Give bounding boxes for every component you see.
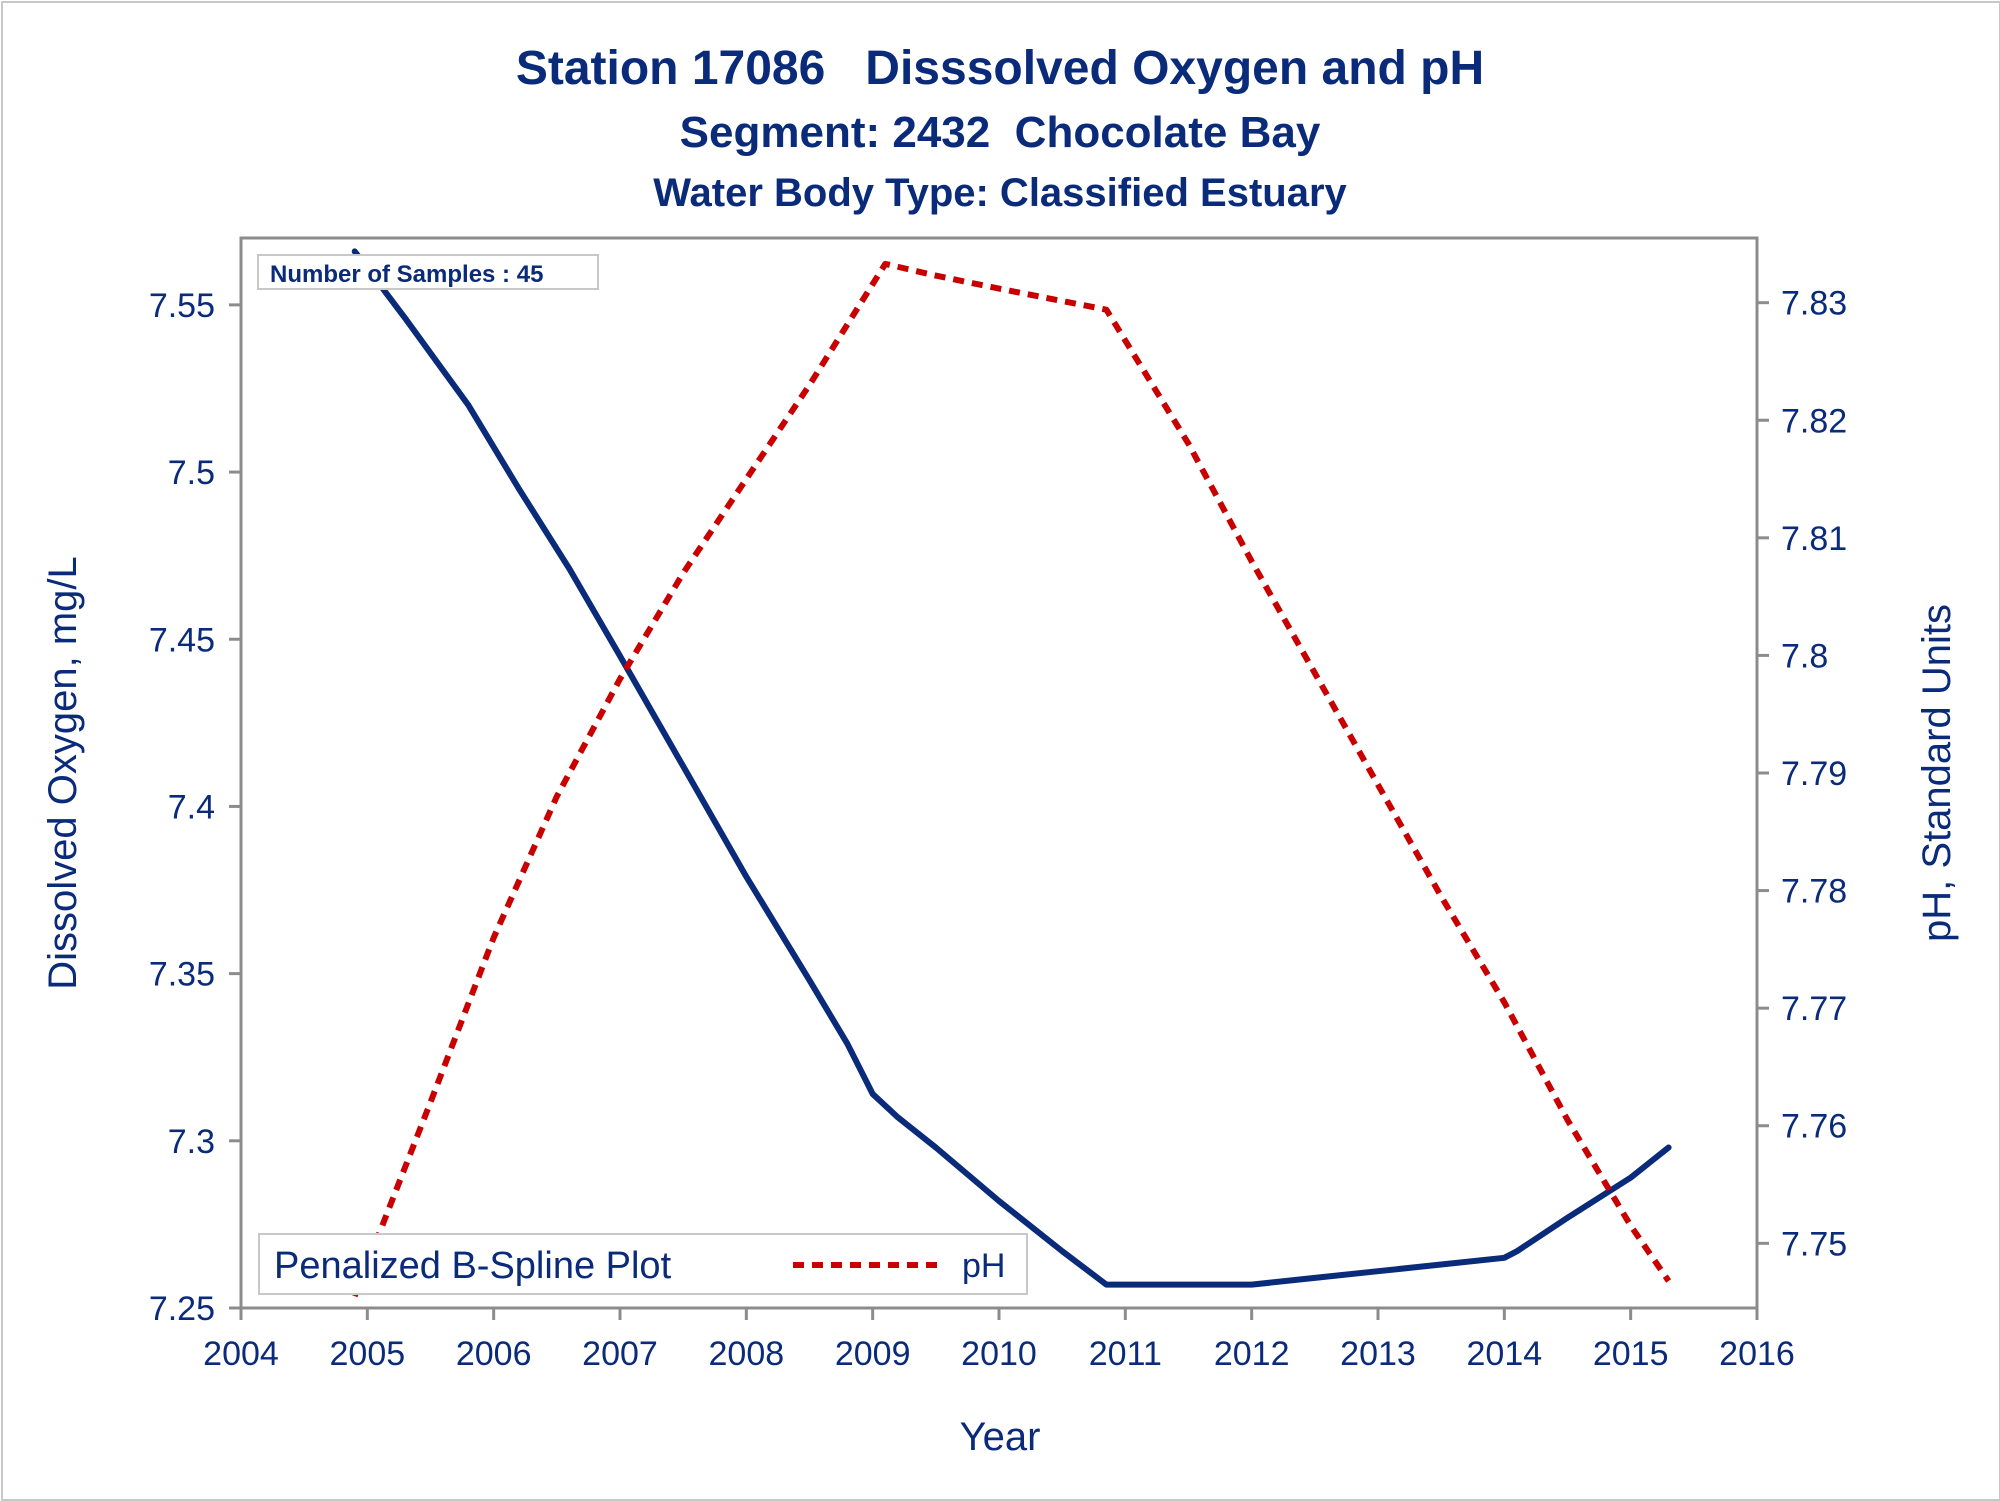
x-tick-label: 2014: [1467, 1335, 1543, 1373]
x-tick-label: 2011: [1089, 1335, 1162, 1373]
x-tick-label: 2006: [456, 1335, 532, 1373]
y2-tick-label: 7.82: [1781, 402, 1847, 440]
y-tick-label: 7.45: [149, 621, 215, 659]
series-layer: [351, 248, 1672, 1298]
y2-tick-label: 7.77: [1781, 990, 1847, 1028]
y-tick-label: 7.55: [149, 287, 215, 325]
x-tick-label: 2013: [1340, 1335, 1416, 1373]
x-tick-label: 2004: [203, 1335, 279, 1373]
y-axis-label: Dissolved Oxygen, mg/L: [41, 556, 85, 990]
x-tick-label: 2012: [1214, 1335, 1290, 1373]
y2-tick-label: 7.79: [1781, 755, 1847, 793]
plot-area: [239, 236, 1759, 1310]
y-tick-label: 7.4: [168, 788, 215, 826]
x-tick-label: 2009: [835, 1335, 911, 1373]
x-tick-label: 2007: [582, 1335, 658, 1373]
legend: Penalized B-Spline Plot pH: [258, 1233, 1028, 1295]
y2-tick-label: 7.76: [1781, 1108, 1847, 1146]
y-axis-left: 7.25 7.3 7.35 7.4 7.45 7.5 7.55: [149, 287, 241, 1328]
y-tick-label: 7.5: [168, 454, 215, 492]
chart-subtitle: Segment: 2432 Chocolate Bay: [680, 108, 1321, 157]
x-tick-label: 2005: [330, 1335, 406, 1373]
y-tick-label: 7.3: [168, 1123, 215, 1161]
x-tick-label: 2015: [1593, 1335, 1669, 1373]
x-tick-label: 2010: [961, 1335, 1037, 1373]
samples-annotation-text: Number of Samples : 45: [270, 261, 543, 288]
ph-series-line: [351, 260, 1672, 1298]
x-tick-label: 2016: [1719, 1335, 1795, 1373]
y-tick-label: 7.25: [149, 1290, 215, 1328]
dissolved-oxygen-series-line: [351, 248, 1672, 1288]
y2-tick-label: 7.83: [1781, 285, 1847, 323]
y2-tick-label: 7.78: [1781, 873, 1847, 911]
y-tick-label: 7.35: [149, 956, 215, 994]
y-axis-right: 7.75 7.76 7.77 7.78 7.79 7.8 7.81 7.82 7.83: [1757, 285, 1847, 1263]
legend-title: Penalized B-Spline Plot: [274, 1245, 672, 1287]
y2-tick-label: 7.8: [1781, 637, 1828, 675]
y2-tick-label: 7.81: [1781, 520, 1847, 558]
samples-annotation: Number of Samples : 45: [257, 254, 599, 290]
y2-tick-label: 7.75: [1781, 1225, 1847, 1263]
x-axis: 2004 2005 2006 2007 2008 2009 2010 2011 2012 2013…: [203, 1308, 1795, 1373]
chart-title: Station 17086 Disssolved Oxygen and pH: [516, 42, 1484, 95]
y2-axis-label: pH, Standard Units: [1915, 604, 1959, 942]
x-axis-label: Year: [960, 1415, 1041, 1459]
chart-subtitle-2: Water Body Type: Classified Estuary: [653, 171, 1347, 215]
legend-ph-label: pH: [962, 1247, 1005, 1285]
x-tick-label: 2008: [709, 1335, 785, 1373]
